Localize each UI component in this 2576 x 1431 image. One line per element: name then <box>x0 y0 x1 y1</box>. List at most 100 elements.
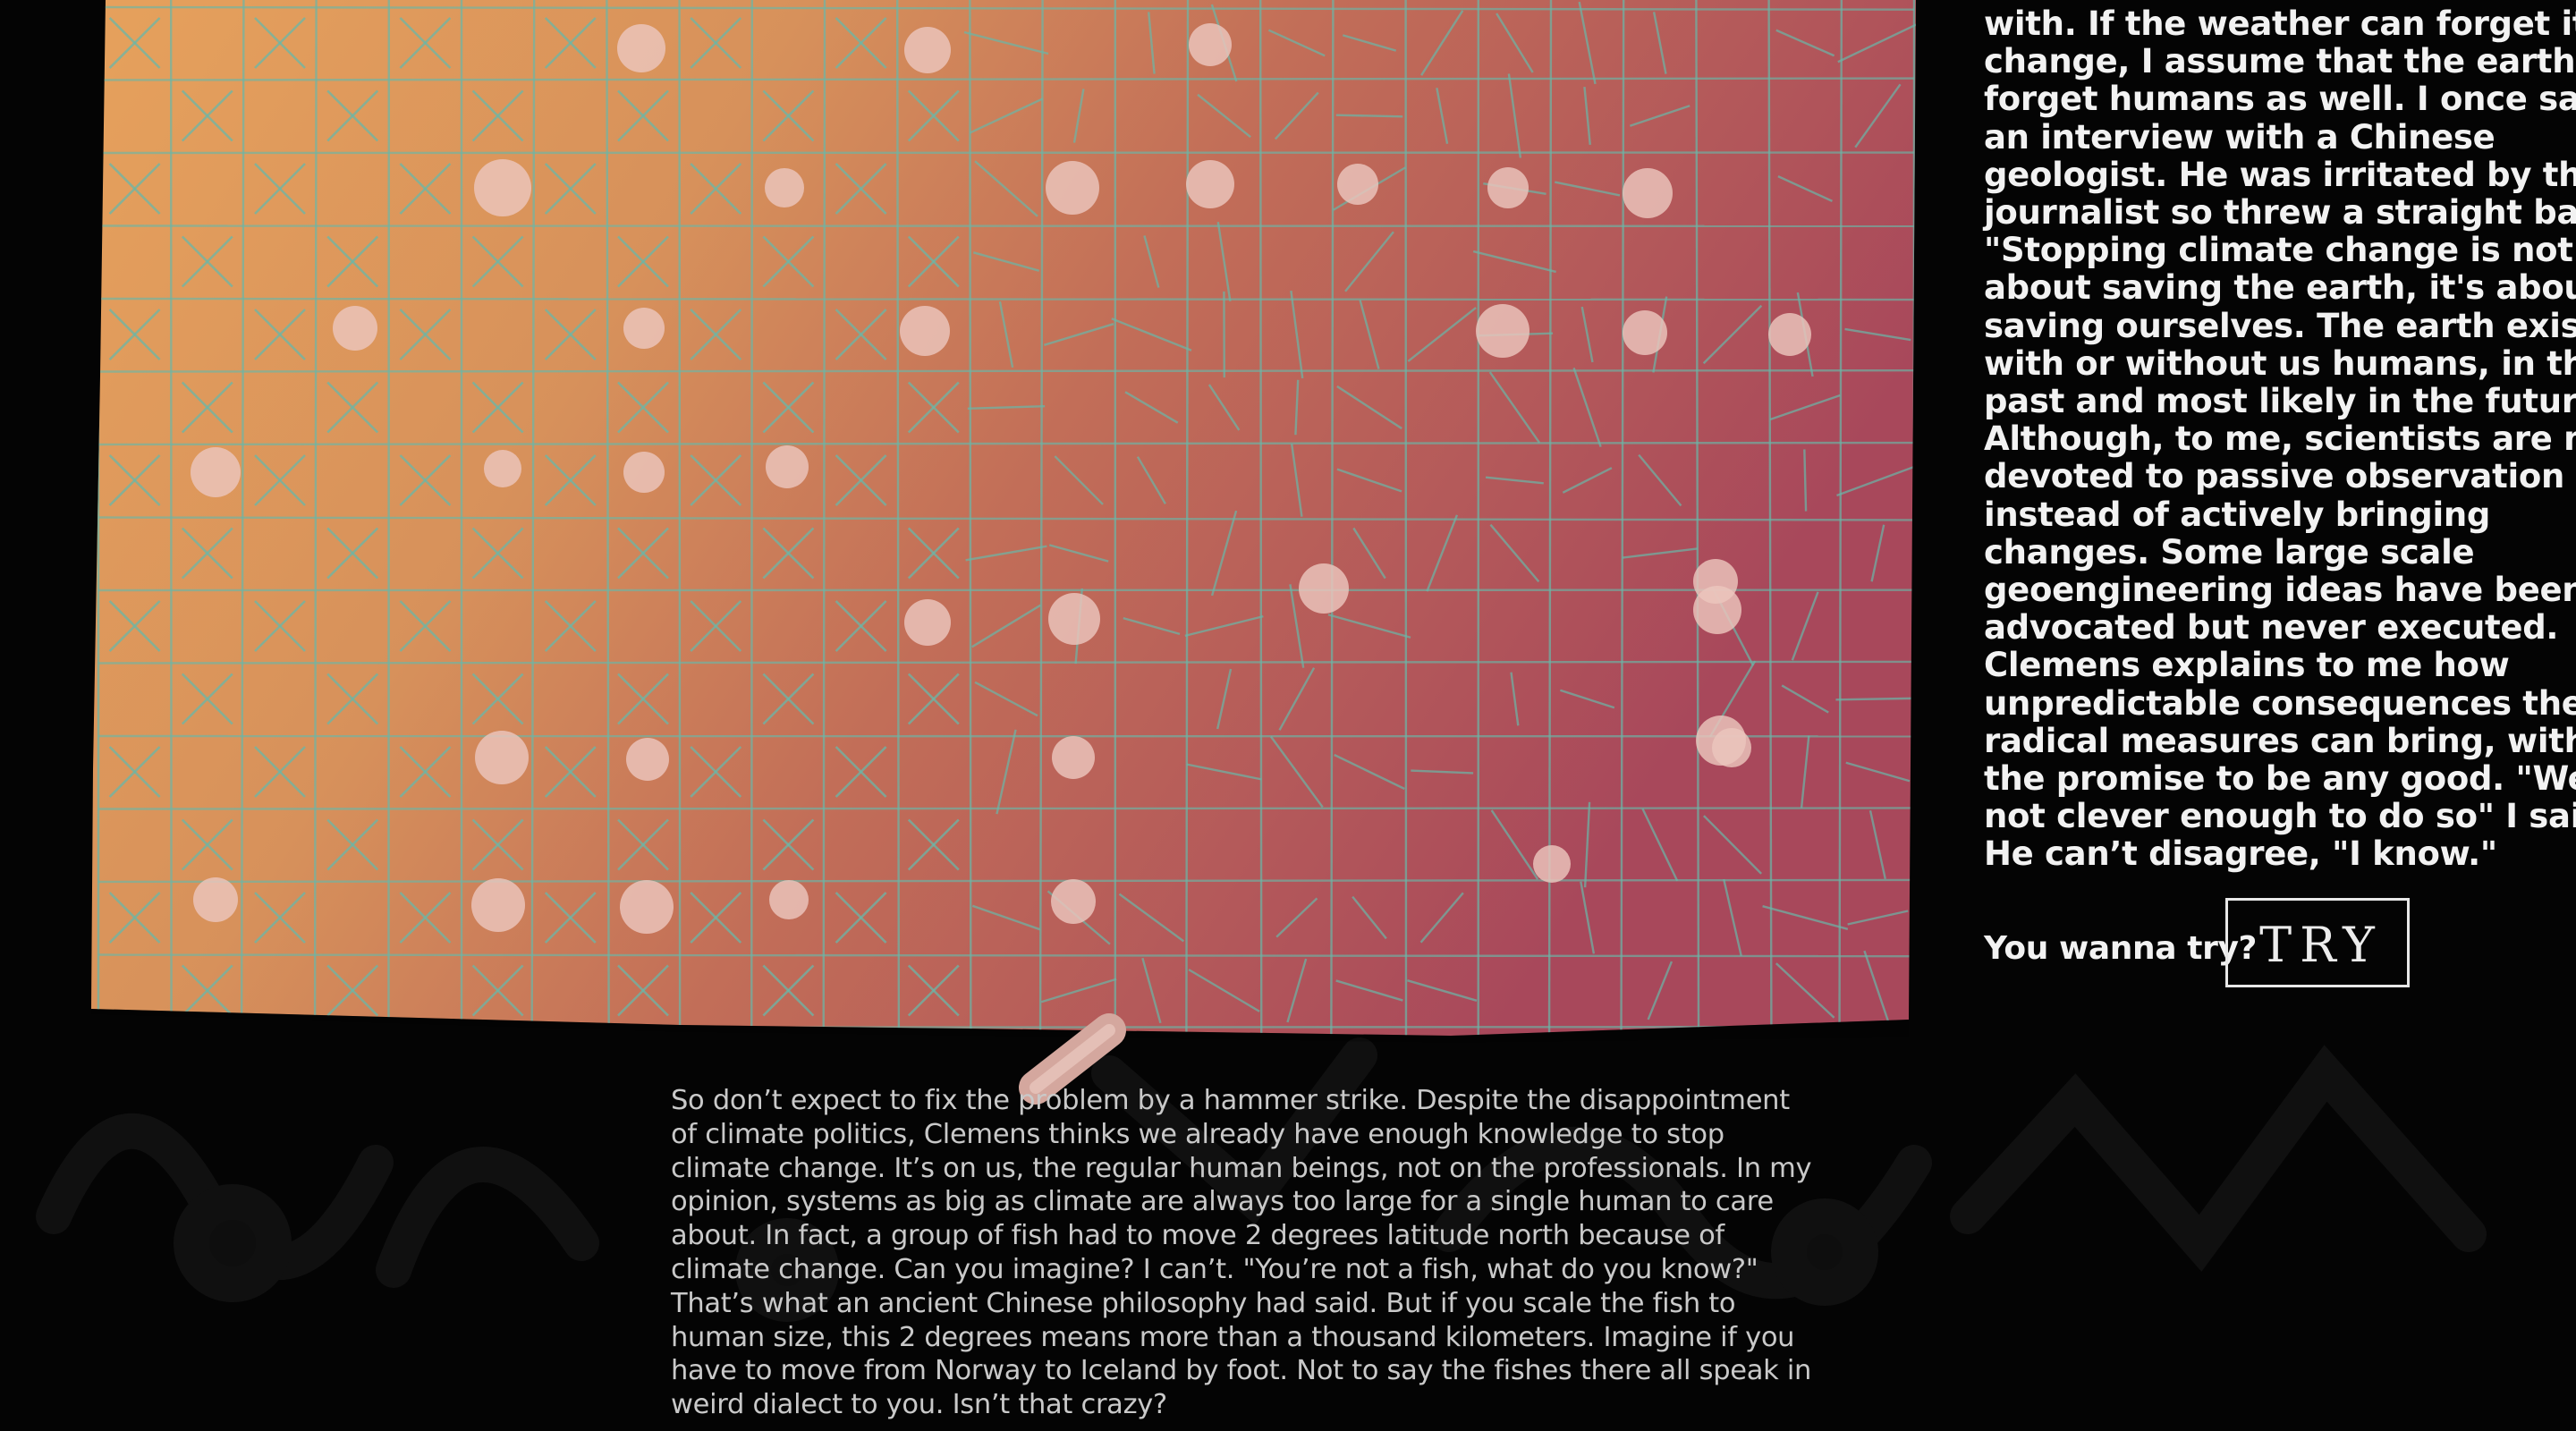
tilted-stroke <box>1274 91 1319 140</box>
tilted-stroke <box>1496 13 1534 73</box>
tilted-stroke <box>1289 584 1305 668</box>
side-text-line: He can’t disagree, "I know." <box>1984 834 2497 874</box>
grid-line <box>97 807 1915 810</box>
tilted-stroke <box>1775 962 1835 1019</box>
cross-mark <box>690 746 742 798</box>
dot-marker <box>1337 164 1378 205</box>
tilted-stroke <box>1870 524 1885 582</box>
tilted-stroke <box>1141 957 1162 1024</box>
tilted-stroke <box>1652 12 1667 74</box>
tilted-stroke <box>1123 616 1181 636</box>
cross-mark <box>254 309 306 360</box>
cross-mark <box>399 600 452 652</box>
side-text-line: journalist so threw a straight ball: <box>1984 193 2576 233</box>
cross-mark <box>544 163 597 215</box>
tilted-stroke <box>1216 668 1233 730</box>
cross-mark <box>181 89 233 142</box>
side-text-line: the promise to be any good. "We are <box>1984 759 2576 799</box>
tilted-stroke <box>1485 476 1544 485</box>
cross-mark <box>108 163 161 215</box>
tilted-stroke <box>1844 327 1911 342</box>
cross-mark <box>254 892 306 944</box>
cross-mark <box>617 673 669 725</box>
grid-line <box>97 5 1915 11</box>
tilted-stroke <box>1775 29 1835 57</box>
grid-line <box>97 368 1915 373</box>
tilted-stroke <box>967 405 1046 410</box>
cross-mark <box>617 89 669 142</box>
tilted-stroke <box>1186 763 1262 781</box>
cross-mark <box>907 964 960 1017</box>
tilted-stroke <box>1111 318 1192 351</box>
side-text-line: unpredictable consequences these <box>1984 683 2576 723</box>
side-text-line: Although, to me, scientists are more <box>1984 419 2576 459</box>
cross-mark <box>762 818 815 871</box>
cross-mark <box>544 454 597 506</box>
tilted-stroke <box>1572 368 1602 447</box>
dot-marker <box>1051 879 1096 924</box>
grid-line <box>97 516 1915 521</box>
tilted-stroke <box>1216 222 1232 301</box>
cross-mark <box>617 381 669 434</box>
tilted-stroke <box>1352 895 1387 940</box>
tilted-stroke <box>974 681 1038 717</box>
tilted-stroke <box>1335 114 1403 118</box>
cross-mark <box>617 964 669 1017</box>
bottom-text-line: about. In fact, a group of fish had to m… <box>671 1220 1724 1252</box>
dot-marker <box>766 445 809 488</box>
tilted-stroke <box>1335 979 1403 1002</box>
dot-markers <box>191 23 1811 934</box>
tilted-stroke <box>1148 12 1156 74</box>
grid-lines <box>97 0 1916 1036</box>
tilted-stroke <box>1507 73 1522 158</box>
bottom-text-line: climate change. Can you imagine? I can’t… <box>671 1253 1758 1285</box>
side-text-line: geologist. He was irritated by the <box>1984 155 2576 194</box>
dot-marker <box>475 731 529 784</box>
tilted-stroke <box>1054 455 1104 505</box>
cross-mark <box>326 673 379 725</box>
tilted-stroke <box>1854 83 1902 148</box>
tilted-stroke <box>1490 809 1539 880</box>
dot-marker <box>623 308 665 349</box>
grid-line <box>97 1025 1915 1029</box>
tilted-stroke <box>1580 306 1594 363</box>
cross-mark <box>326 381 379 434</box>
cross-mark <box>907 673 960 725</box>
tilted-stroke <box>1420 10 1464 76</box>
cross-mark <box>399 892 452 944</box>
tilted-stroke <box>971 604 1041 648</box>
cross-mark <box>690 600 742 652</box>
cross-mark <box>690 309 742 360</box>
tilted-stroke <box>1781 684 1829 714</box>
cross-mark <box>181 964 233 1017</box>
tilted-stroke <box>1791 591 1819 661</box>
dot-marker <box>474 159 531 216</box>
tilted-stroke <box>1723 878 1742 957</box>
dot-marker <box>904 599 951 646</box>
cross-mark <box>617 818 669 871</box>
tilted-stroke <box>1562 467 1613 494</box>
tilted-stroke <box>1286 958 1308 1023</box>
tilted-stroke <box>1336 385 1402 430</box>
tilted-stroke <box>1334 753 1405 791</box>
grid-line <box>1838 0 1843 1036</box>
cross-mark <box>762 89 815 142</box>
dot-marker <box>623 452 665 493</box>
tilted-stroke <box>1352 527 1386 580</box>
try-button[interactable]: TRY <box>2225 898 2410 987</box>
hammer-handle <box>1019 1013 1126 1105</box>
dot-marker <box>1186 160 1234 208</box>
tilted-stroke <box>1411 769 1474 775</box>
grid-line <box>97 441 1915 446</box>
story-bottom-text: So don’t expect to fix the problem by a … <box>671 1084 1941 1422</box>
cross-mark <box>907 235 960 288</box>
grid-line <box>97 77 1915 81</box>
cross-mark <box>835 600 887 652</box>
background-scribbles <box>36 1037 2487 1322</box>
tilted-stroke <box>1197 93 1251 139</box>
tilted-stroke <box>1847 910 1909 926</box>
cross-mark <box>907 818 960 871</box>
cross-mark <box>471 381 524 434</box>
cross-mark <box>544 892 597 944</box>
